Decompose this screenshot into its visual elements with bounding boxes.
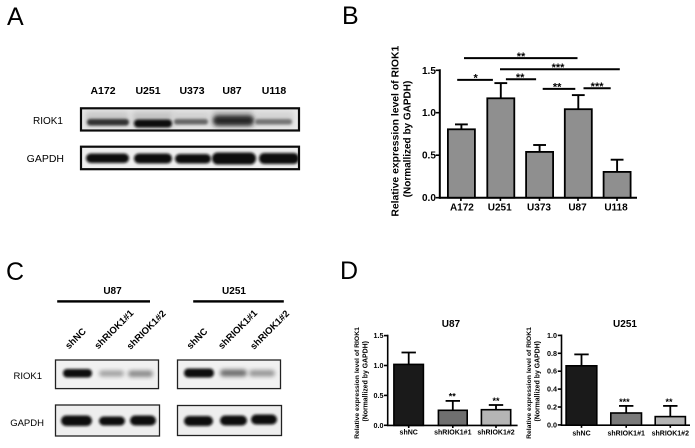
svg-text:U87: U87 — [442, 319, 461, 330]
svg-text:GAPDH: GAPDH — [27, 153, 64, 165]
svg-text:***: *** — [619, 397, 630, 407]
svg-text:**: ** — [492, 396, 500, 406]
svg-text:RIOK1: RIOK1 — [13, 371, 42, 382]
svg-text:**: ** — [449, 391, 457, 401]
svg-text:U251: U251 — [488, 203, 512, 214]
svg-text:**: ** — [553, 82, 562, 94]
svg-text:0.0: 0.0 — [374, 421, 384, 430]
svg-text:U87: U87 — [222, 85, 241, 97]
svg-text:B: B — [342, 2, 359, 30]
svg-text:1.5: 1.5 — [422, 66, 436, 77]
svg-text:**: ** — [516, 72, 525, 84]
svg-text:***: *** — [591, 81, 605, 93]
svg-text:RIOK1: RIOK1 — [33, 116, 63, 127]
svg-text:shNC: shNC — [185, 326, 210, 351]
svg-text:0.4: 0.4 — [547, 385, 557, 394]
svg-text:0.6: 0.6 — [547, 367, 557, 376]
svg-text:shRIOK1#1: shRIOK1#1 — [434, 430, 471, 437]
svg-text:1.0: 1.0 — [547, 331, 557, 340]
svg-text:(Normallized by GAPDH): (Normallized by GAPDH) — [362, 341, 369, 421]
svg-text:(Normallized by GAPDH): (Normallized by GAPDH) — [402, 81, 413, 198]
svg-text:1.0: 1.0 — [374, 361, 384, 370]
svg-text:A172: A172 — [450, 203, 474, 214]
svg-text:**: ** — [665, 397, 673, 407]
svg-text:U87: U87 — [568, 203, 587, 214]
svg-text:Relative expression level of R: Relative expression level of RIOK1 — [390, 46, 401, 217]
svg-text:U118: U118 — [262, 85, 287, 97]
svg-text:shNC: shNC — [400, 430, 418, 437]
svg-text:GAPDH: GAPDH — [10, 418, 44, 429]
svg-text:shNC: shNC — [63, 326, 88, 351]
svg-text:Relative expression level of R: Relative expression level of RIOK1 — [354, 327, 361, 439]
svg-text:U251: U251 — [222, 286, 246, 297]
svg-text:*: * — [474, 73, 479, 85]
svg-text:0.8: 0.8 — [547, 349, 557, 358]
svg-text:U87: U87 — [103, 286, 122, 297]
svg-text:1.0: 1.0 — [422, 108, 436, 119]
svg-text:0.5: 0.5 — [422, 151, 436, 162]
svg-text:C: C — [6, 258, 24, 286]
svg-text:U373: U373 — [527, 203, 551, 214]
svg-text:1.5: 1.5 — [374, 331, 384, 340]
svg-text:A172: A172 — [90, 85, 115, 97]
svg-text:0.0: 0.0 — [547, 420, 557, 429]
svg-text:**: ** — [517, 51, 526, 63]
svg-text:shNC: shNC — [572, 431, 590, 438]
svg-text:***: *** — [552, 62, 566, 74]
svg-text:shRIOK1#2: shRIOK1#2 — [477, 430, 514, 437]
svg-text:(Normallized by GAPDH): (Normallized by GAPDH) — [534, 341, 541, 421]
svg-text:U373: U373 — [179, 85, 204, 97]
svg-text:shRIOK1#2: shRIOK1#2 — [652, 431, 689, 438]
svg-text:U118: U118 — [604, 203, 628, 214]
svg-text:Relative expression level of R: Relative expression level of RIOK1 — [526, 327, 533, 439]
svg-text:A: A — [7, 3, 24, 31]
svg-text:shRIOK1#1: shRIOK1#1 — [608, 431, 645, 438]
svg-text:0.0: 0.0 — [422, 193, 436, 204]
svg-text:0.5: 0.5 — [374, 391, 384, 400]
svg-text:U251: U251 — [135, 85, 160, 97]
svg-text:D: D — [340, 257, 358, 285]
svg-text:U251: U251 — [613, 319, 637, 330]
svg-text:0.2: 0.2 — [547, 403, 557, 412]
